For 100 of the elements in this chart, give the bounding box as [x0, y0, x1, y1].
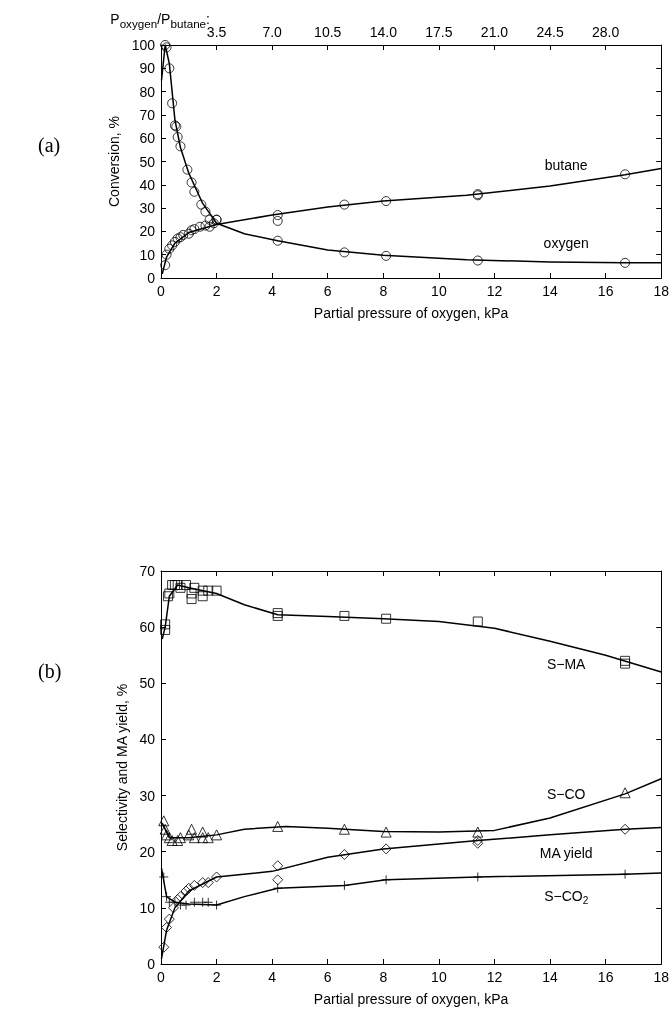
x2-tick-label: 28.0	[592, 24, 620, 40]
point	[338, 823, 350, 835]
point	[183, 829, 195, 841]
y-tick-label: 10	[139, 246, 156, 263]
x-tick-label: 2	[212, 969, 221, 985]
point	[338, 849, 350, 861]
point	[203, 585, 214, 596]
point	[620, 257, 631, 268]
point	[619, 787, 631, 799]
point	[202, 832, 214, 844]
point	[380, 826, 392, 838]
point	[189, 186, 200, 197]
point	[272, 210, 283, 221]
point	[339, 247, 350, 258]
point	[272, 215, 283, 226]
y-tick-label: 100	[131, 37, 156, 53]
point	[161, 922, 173, 934]
point	[186, 823, 198, 835]
point	[161, 249, 172, 260]
point	[339, 199, 350, 210]
point	[163, 913, 175, 925]
point	[188, 832, 200, 844]
x-tick-label: 18	[653, 969, 670, 985]
point	[339, 610, 350, 621]
series-label: S−MA	[546, 656, 587, 673]
y-tick-label: 60	[139, 619, 156, 636]
point	[197, 591, 208, 602]
point	[158, 941, 170, 953]
point	[272, 820, 284, 832]
x-tick-label: 12	[486, 283, 503, 299]
point	[272, 235, 283, 246]
point	[197, 832, 209, 844]
x-tick-label: 14	[542, 969, 559, 985]
point	[160, 619, 171, 630]
point	[204, 221, 215, 232]
y-tick-label: 20	[139, 843, 156, 860]
x-tick-label: 2	[212, 283, 221, 299]
x2-tick-label: 24.5	[536, 24, 564, 40]
x-tick-label: 8	[379, 283, 388, 299]
point	[186, 588, 197, 599]
y-tick-label: 0	[147, 270, 156, 286]
point	[472, 616, 483, 627]
point	[272, 860, 284, 872]
point	[186, 594, 197, 605]
x-tick-label: 4	[268, 969, 277, 985]
x-tick-label: 0	[157, 969, 166, 985]
x-tick-label: 6	[323, 969, 332, 985]
x-tick-label: 8	[379, 969, 388, 985]
point	[172, 132, 183, 143]
point	[381, 196, 392, 207]
y-tick-label: 20	[139, 223, 156, 240]
x2-tick-label: 10.5	[314, 24, 342, 40]
point	[381, 613, 392, 624]
x-tick-label: 0	[157, 283, 166, 299]
point	[186, 177, 197, 188]
y-tick-label: 40	[139, 731, 156, 748]
y-tick-label: 0	[147, 956, 156, 972]
y-tick-label: 80	[139, 83, 156, 100]
x-tick-label: 14	[542, 283, 559, 299]
point	[202, 877, 214, 889]
series-label: oxygen	[543, 235, 589, 252]
point	[160, 624, 171, 635]
point	[200, 220, 211, 231]
x2-tick-label: 14.0	[369, 24, 398, 40]
point	[197, 826, 209, 838]
point	[197, 877, 209, 889]
y-axis-title: Selectivity and MA yield, %	[113, 683, 130, 852]
x-tick-label: 18	[653, 283, 670, 299]
x2-tick-label: 3.5	[206, 24, 227, 40]
y-axis-title: Conversion, %	[105, 115, 122, 208]
text: (b)	[38, 660, 62, 683]
y-tick-label: 30	[139, 200, 156, 217]
y-tick-label: 70	[139, 106, 156, 123]
x-tick-label: 10	[431, 283, 447, 299]
point	[381, 250, 392, 261]
point	[204, 214, 215, 225]
y-tick-label: 50	[139, 675, 156, 692]
y-tick-label: 70	[139, 563, 156, 579]
point	[472, 255, 483, 266]
point	[211, 871, 223, 883]
x2-tick-label: 17.5	[425, 24, 453, 40]
x-tick-label: 12	[486, 969, 503, 985]
point	[167, 98, 178, 109]
x-tick-label: 6	[323, 283, 332, 299]
x2-tick-label: 21.0	[480, 24, 509, 40]
point	[164, 63, 175, 74]
x-tick-label: 4	[268, 283, 277, 299]
point	[472, 826, 484, 838]
point	[272, 874, 284, 886]
point	[619, 823, 631, 835]
y-tick-label: 50	[139, 153, 156, 170]
point	[189, 582, 200, 593]
x-tick-label: 16	[597, 969, 614, 985]
series-label: MA yield	[539, 844, 593, 861]
x-tick-label: 16	[597, 283, 614, 299]
text: (a)	[38, 134, 61, 157]
point	[196, 199, 207, 210]
y-tick-label: 40	[139, 176, 156, 193]
point	[158, 815, 170, 827]
x-tick-label: 10	[431, 969, 447, 985]
